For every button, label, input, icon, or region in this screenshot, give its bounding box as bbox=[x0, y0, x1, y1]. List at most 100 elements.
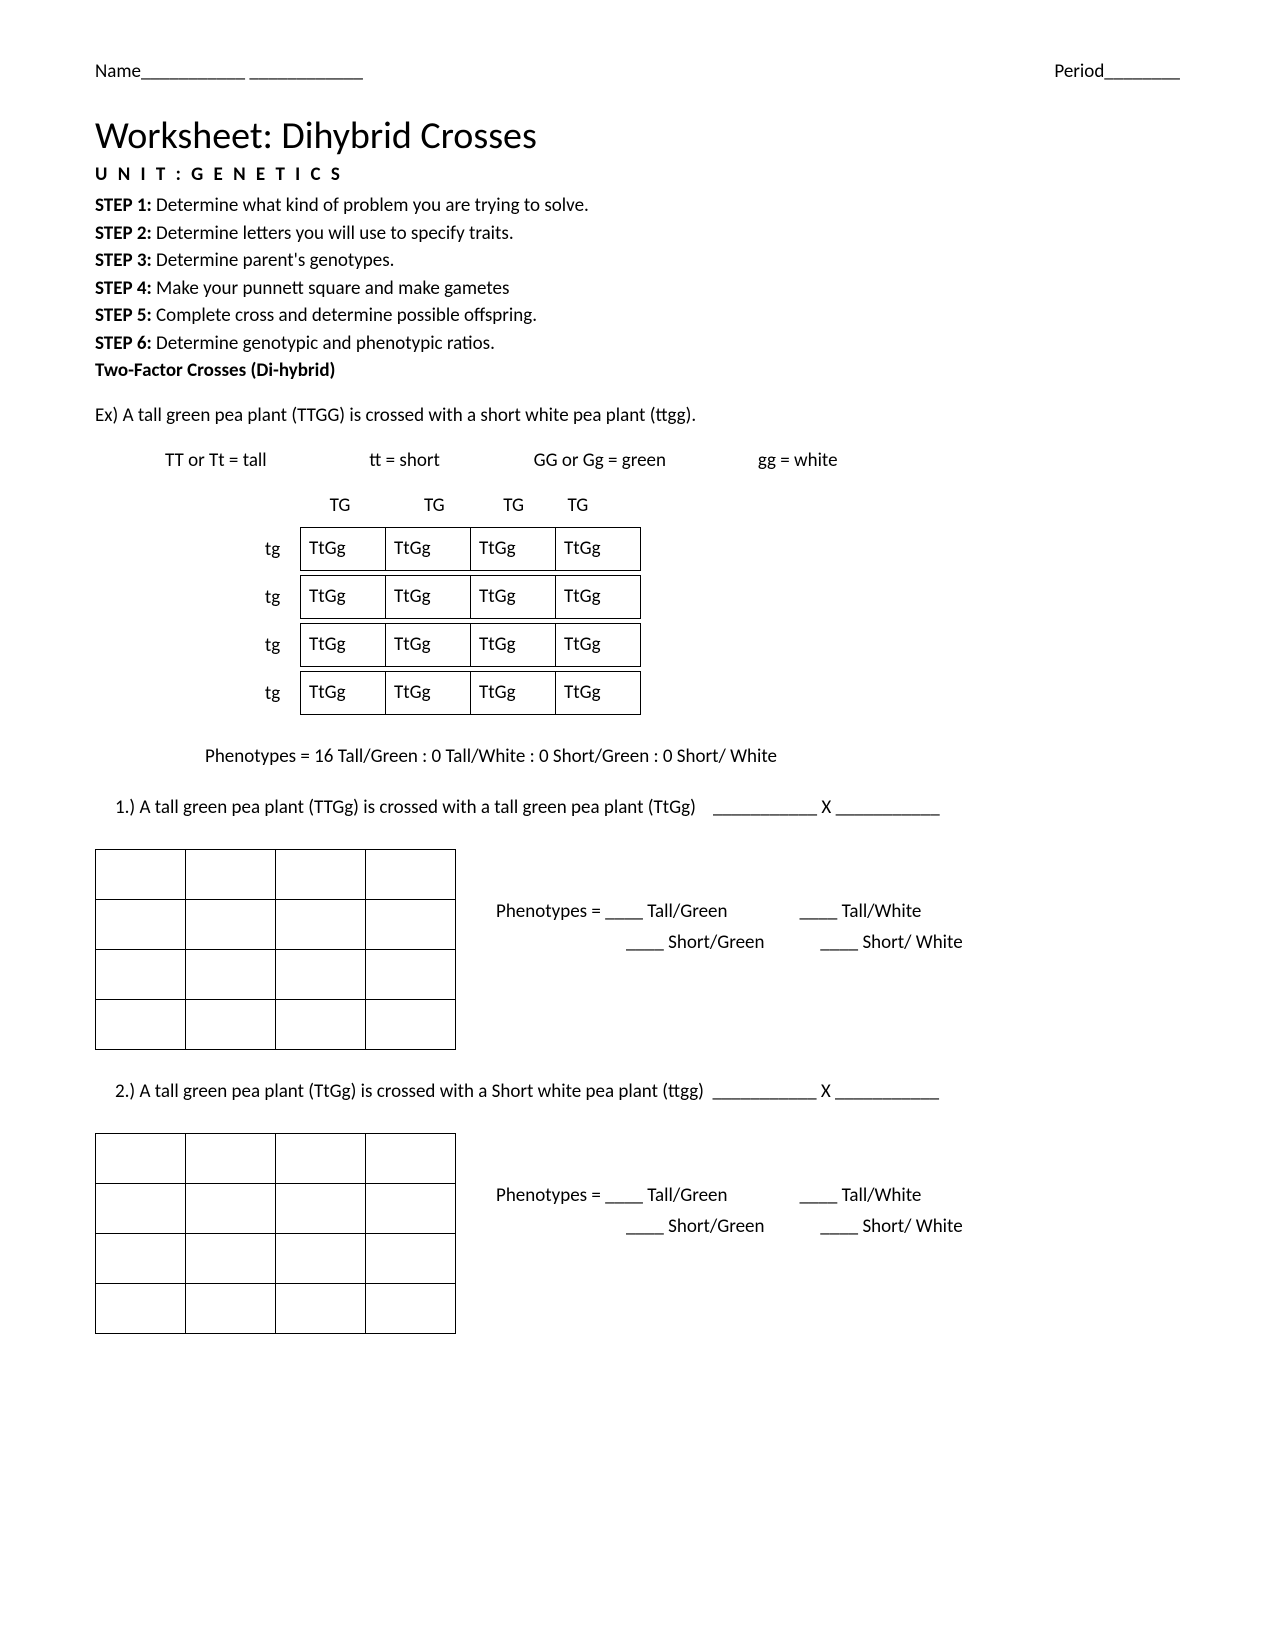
step-6-label: STEP 6: bbox=[95, 332, 152, 355]
column-gametes: TG TG TG TG bbox=[295, 494, 1180, 517]
trait-short: tt = short bbox=[369, 449, 529, 472]
table-row bbox=[96, 1000, 456, 1050]
q1-cell bbox=[276, 1000, 366, 1050]
row-gamete-2: tg bbox=[245, 586, 300, 609]
step-4: STEP 4: Make your punnett square and mak… bbox=[95, 275, 1180, 303]
cell-3-2: TtGg bbox=[385, 623, 471, 667]
row-gamete-4: tg bbox=[245, 682, 300, 705]
cell-1-1: TtGg bbox=[300, 527, 386, 571]
cell-2-3: TtGg bbox=[470, 575, 556, 619]
cell-4-4: TtGg bbox=[555, 671, 641, 715]
cell-3-3: TtGg bbox=[470, 623, 556, 667]
trait-green: GG or Gg = green bbox=[534, 449, 754, 472]
q1-cell bbox=[186, 950, 276, 1000]
step-6: STEP 6: Determine genotypic and phenotyp… bbox=[95, 330, 1180, 358]
table-row bbox=[96, 900, 456, 950]
punnett-row-3: tg TtGg TtGg TtGg TtGg bbox=[245, 621, 1180, 669]
two-factor-heading: Two-Factor Crosses (Di-hybrid) bbox=[95, 359, 1180, 382]
q2-cell bbox=[366, 1184, 456, 1234]
q1-p2: ____ Tall/White bbox=[799, 900, 921, 923]
step-3-text: Determine parent's genotypes. bbox=[152, 249, 395, 272]
cell-4-2: TtGg bbox=[385, 671, 471, 715]
col-gamete-1: TG bbox=[295, 494, 385, 517]
question-1: 1.) A tall green pea plant (TTGg) is cro… bbox=[115, 796, 1180, 819]
step-4-label: STEP 4: bbox=[95, 277, 152, 300]
step-1-text: Determine what kind of problem you are t… bbox=[152, 194, 589, 217]
q1-p4: ____ Short/ White bbox=[820, 931, 962, 954]
col-gamete-4: TG bbox=[548, 494, 608, 517]
q2-cross-blank: ___________ X ___________ bbox=[713, 1080, 940, 1103]
question-2: 2.) A tall green pea plant (TtGg) is cro… bbox=[115, 1080, 1180, 1103]
period-label: Period bbox=[1054, 60, 1104, 83]
name-blank: ___________ ____________ bbox=[141, 60, 363, 83]
q1-cell bbox=[276, 850, 366, 900]
punnett-row-4: tg TtGg TtGg TtGg TtGg bbox=[245, 669, 1180, 717]
q2-block: Phenotypes = ____ Tall/Green ____ Tall/W… bbox=[95, 1133, 1180, 1334]
q2-cell bbox=[96, 1234, 186, 1284]
step-1-label: STEP 1: bbox=[95, 194, 152, 217]
q1-block: Phenotypes = ____ Tall/Green ____ Tall/W… bbox=[95, 849, 1180, 1050]
q1-pheno-label: Phenotypes = bbox=[496, 900, 605, 923]
q1-cell bbox=[186, 1000, 276, 1050]
q2-p3: ____ Short/Green bbox=[626, 1212, 816, 1242]
table-row bbox=[96, 1184, 456, 1234]
q1-cell bbox=[276, 900, 366, 950]
q2-p1: ____ Tall/Green bbox=[605, 1181, 795, 1211]
trait-key-row: TT or Tt = tall tt = short GG or Gg = gr… bbox=[165, 449, 1180, 472]
q2-cell bbox=[276, 1284, 366, 1334]
q1-p1: ____ Tall/Green bbox=[605, 897, 795, 927]
q2-cell bbox=[96, 1134, 186, 1184]
step-2-label: STEP 2: bbox=[95, 222, 152, 245]
row-gamete-3: tg bbox=[245, 634, 300, 657]
step-5-label: STEP 5: bbox=[95, 304, 152, 327]
step-2: STEP 2: Determine letters you will use t… bbox=[95, 220, 1180, 248]
period-blank: ________ bbox=[1104, 60, 1180, 83]
q2-cell bbox=[276, 1134, 366, 1184]
col-gamete-3: TG bbox=[484, 494, 544, 517]
q1-cell bbox=[96, 950, 186, 1000]
step-1: STEP 1: Determine what kind of problem y… bbox=[95, 192, 1180, 220]
q2-cell bbox=[186, 1234, 276, 1284]
q2-cell bbox=[186, 1284, 276, 1334]
q1-cell bbox=[276, 950, 366, 1000]
period-field: Period________ bbox=[1054, 60, 1180, 83]
q1-text: 1.) A tall green pea plant (TTGg) is cro… bbox=[115, 796, 696, 819]
q1-cell bbox=[366, 900, 456, 950]
q1-punnett-square bbox=[95, 849, 456, 1050]
q1-cell bbox=[366, 850, 456, 900]
cell-2-4: TtGg bbox=[555, 575, 641, 619]
page: Name___________ ____________ Period_____… bbox=[0, 0, 1275, 1651]
q2-phenotype-fill: Phenotypes = ____ Tall/Green ____ Tall/W… bbox=[496, 1181, 963, 1334]
cell-1-2: TtGg bbox=[385, 527, 471, 571]
q2-cell bbox=[366, 1234, 456, 1284]
example-phenotype-result: Phenotypes = 16 Tall/Green : 0 Tall/Whit… bbox=[205, 745, 1180, 768]
step-3: STEP 3: Determine parent's genotypes. bbox=[95, 247, 1180, 275]
name-field: Name___________ ____________ bbox=[95, 60, 363, 83]
table-row bbox=[96, 1284, 456, 1334]
punnett-row-2: tg TtGg TtGg TtGg TtGg bbox=[245, 573, 1180, 621]
table-row bbox=[96, 1134, 456, 1184]
cell-4-3: TtGg bbox=[470, 671, 556, 715]
q1-cell bbox=[186, 850, 276, 900]
trait-white: gg = white bbox=[758, 449, 838, 472]
step-2-text: Determine letters you will use to specif… bbox=[152, 222, 514, 245]
q2-cell bbox=[276, 1234, 366, 1284]
cell-3-4: TtGg bbox=[555, 623, 641, 667]
q1-cell bbox=[366, 950, 456, 1000]
punnett-row-1: tg TtGg TtGg TtGg TtGg bbox=[245, 525, 1180, 573]
q2-punnett-square bbox=[95, 1133, 456, 1334]
q2-cell bbox=[366, 1284, 456, 1334]
step-4-text: Make your punnett square and make gamete… bbox=[152, 277, 510, 300]
table-row bbox=[96, 950, 456, 1000]
q2-cell bbox=[276, 1184, 366, 1234]
q1-phenotype-fill: Phenotypes = ____ Tall/Green ____ Tall/W… bbox=[496, 897, 963, 1050]
q2-p4: ____ Short/ White bbox=[820, 1215, 962, 1238]
q2-text: 2.) A tall green pea plant (TtGg) is cro… bbox=[115, 1080, 704, 1103]
q2-p2: ____ Tall/White bbox=[799, 1184, 921, 1207]
worksheet-title: Worksheet: Dihybrid Crosses bbox=[95, 113, 1180, 159]
q2-cell bbox=[96, 1184, 186, 1234]
cell-2-1: TtGg bbox=[300, 575, 386, 619]
step-5-text: Complete cross and determine possible of… bbox=[152, 304, 537, 327]
q1-cell bbox=[96, 850, 186, 900]
q1-cell bbox=[366, 1000, 456, 1050]
